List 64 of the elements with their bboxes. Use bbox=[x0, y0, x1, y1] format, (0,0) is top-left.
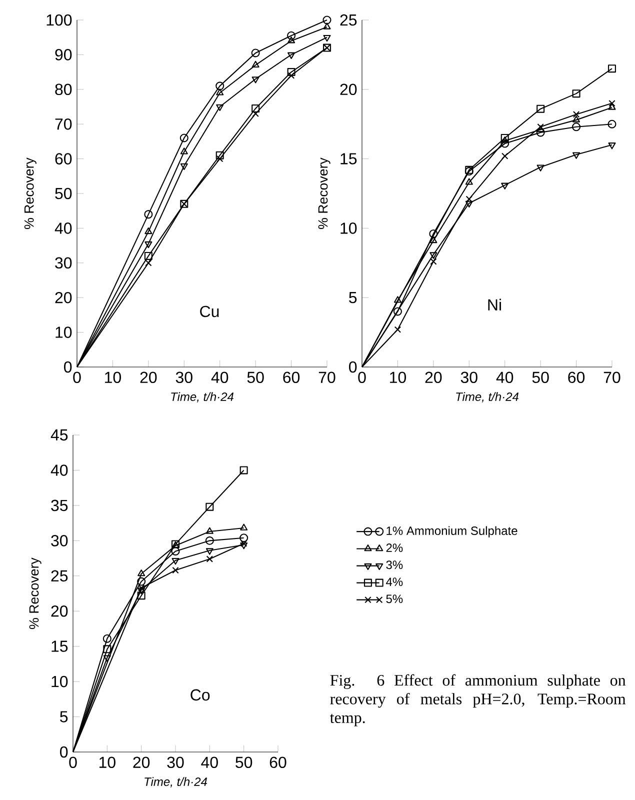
y-tick-label: 35 bbox=[51, 500, 68, 512]
x-tick-label: 60 bbox=[283, 372, 300, 384]
x-tick-label: 10 bbox=[390, 372, 406, 384]
y-tick-label: 30 bbox=[55, 257, 72, 269]
y-tick-label: 50 bbox=[55, 188, 72, 200]
x-tick-label: 70 bbox=[318, 372, 336, 384]
x-axis-title: Time, t/h·24 bbox=[456, 392, 519, 402]
y-tick-label: 40 bbox=[50, 464, 68, 476]
x-tick-label: 50 bbox=[236, 756, 252, 768]
y-tick-label: 0 bbox=[349, 361, 357, 373]
caption: Fig. 6 Effect of ammonium sulphate on recovery of metals pH=2.0, Temp.=Room temp. bbox=[330, 674, 626, 726]
x-tick-label: 50 bbox=[532, 372, 549, 384]
annotation: Co bbox=[190, 689, 210, 701]
x-tick-label: 10 bbox=[105, 372, 121, 384]
x-tick-label: 30 bbox=[167, 756, 184, 768]
legend-label: 5% bbox=[386, 594, 403, 604]
x-tick-label: 0 bbox=[73, 372, 81, 384]
y-axis-title: % Recovery bbox=[24, 158, 36, 229]
legend-label: 3% bbox=[386, 560, 403, 570]
y-tick-label: 15 bbox=[340, 153, 357, 164]
y-tick-label: 20 bbox=[51, 605, 68, 617]
x-tick-label: 30 bbox=[460, 372, 478, 384]
y-tick-label: 15 bbox=[52, 640, 68, 652]
x-tick-label: 50 bbox=[247, 372, 264, 384]
y-tick-label: 10 bbox=[52, 676, 68, 688]
x-axis-title: Time, t/h·24 bbox=[171, 392, 234, 402]
y-tick-label: 90 bbox=[55, 49, 72, 60]
y-tick-label: 45 bbox=[50, 429, 68, 441]
y-axis-title: % Recovery bbox=[318, 158, 330, 229]
y-tick-label: 40 bbox=[54, 222, 72, 234]
y-axis-title: % Recovery bbox=[29, 558, 42, 629]
annotation: Cu bbox=[200, 306, 219, 318]
y-tick-label: 5 bbox=[60, 711, 68, 722]
x-tick-label: 20 bbox=[133, 756, 150, 768]
y-tick-label: 30 bbox=[51, 535, 68, 546]
legend-label: 4% bbox=[386, 578, 403, 586]
y-tick-label: 5 bbox=[349, 292, 357, 304]
x-tick-label: 10 bbox=[99, 756, 116, 768]
y-tick-label: 20 bbox=[340, 84, 357, 96]
y-tick-label: 0 bbox=[60, 746, 68, 758]
x-tick-label: 20 bbox=[140, 372, 157, 384]
y-tick-label: 60 bbox=[55, 153, 72, 164]
x-tick-label: 60 bbox=[270, 756, 286, 768]
x-tick-label: 40 bbox=[201, 756, 218, 768]
y-tick-label: 20 bbox=[55, 292, 72, 304]
x-tick-label: 70 bbox=[604, 372, 620, 384]
y-tick-label: 25 bbox=[51, 570, 68, 582]
y-tick-label: 0 bbox=[64, 361, 72, 373]
x-tick-label: 40 bbox=[211, 372, 228, 384]
y-tick-label: 100 bbox=[46, 14, 72, 26]
x-tick-label: 20 bbox=[425, 372, 442, 384]
y-tick-label: 80 bbox=[55, 84, 72, 96]
x-axis-title: Time, t/h·24 bbox=[144, 777, 208, 788]
x-tick-label: 0 bbox=[358, 372, 366, 384]
x-tick-label: 30 bbox=[176, 372, 192, 384]
y-tick-label: 25 bbox=[340, 14, 357, 26]
annotation: Ni bbox=[488, 298, 501, 310]
legend-label: 1% Ammonium Sulphate bbox=[386, 526, 518, 538]
y-tick-label: 70 bbox=[55, 118, 72, 130]
y-tick-label: 10 bbox=[340, 222, 357, 234]
x-tick-label: 60 bbox=[568, 372, 585, 384]
y-tick-label: 10 bbox=[56, 326, 72, 338]
legend-label: 2% bbox=[386, 544, 403, 552]
x-tick-label: 40 bbox=[496, 372, 514, 384]
